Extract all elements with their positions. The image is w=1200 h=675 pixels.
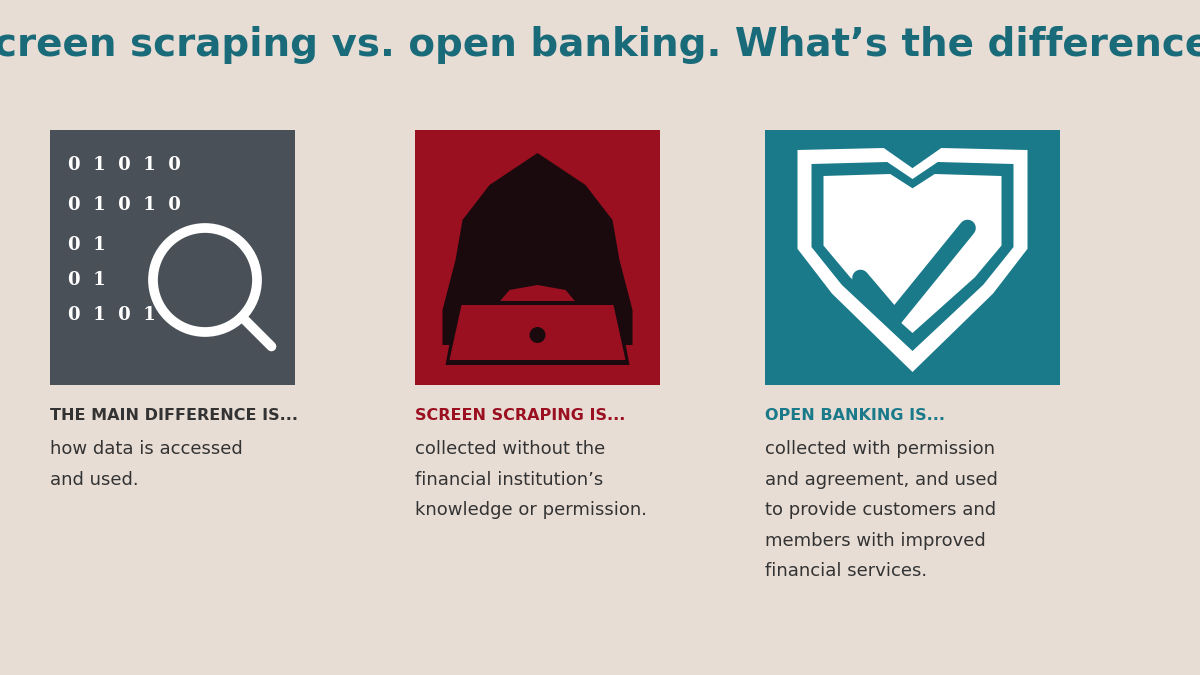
Polygon shape [811,162,1014,351]
Polygon shape [415,130,660,385]
Text: THE MAIN DIFFERENCE IS...: THE MAIN DIFFERENCE IS... [50,408,298,423]
Polygon shape [766,130,1060,385]
Text: Screen scraping vs. open banking. What’s the difference?: Screen scraping vs. open banking. What’s… [0,26,1200,64]
Text: 0  1  0  1  0: 0 1 0 1 0 [68,196,181,214]
Text: 0  1: 0 1 [68,271,106,289]
Text: 0  1: 0 1 [68,236,106,254]
Text: 0  1  0  1  0: 0 1 0 1 0 [68,156,181,174]
Text: collected without the
financial institution’s
knowledge or permission.: collected without the financial institut… [415,440,647,519]
Polygon shape [798,148,1027,372]
Polygon shape [443,153,632,345]
Text: 0  1  0  1: 0 1 0 1 [68,306,156,324]
Text: SCREEN SCRAPING IS...: SCREEN SCRAPING IS... [415,408,625,423]
Text: collected with permission
and agreement, and used
to provide customers and
membe: collected with permission and agreement,… [766,440,998,580]
Polygon shape [445,301,630,365]
Text: OPEN BANKING IS...: OPEN BANKING IS... [766,408,946,423]
Polygon shape [482,155,593,260]
Polygon shape [823,174,1002,333]
Polygon shape [460,309,616,354]
Polygon shape [450,305,625,360]
Polygon shape [50,130,295,385]
Text: how data is accessed
and used.: how data is accessed and used. [50,440,242,489]
Circle shape [529,327,546,343]
Ellipse shape [504,200,571,256]
